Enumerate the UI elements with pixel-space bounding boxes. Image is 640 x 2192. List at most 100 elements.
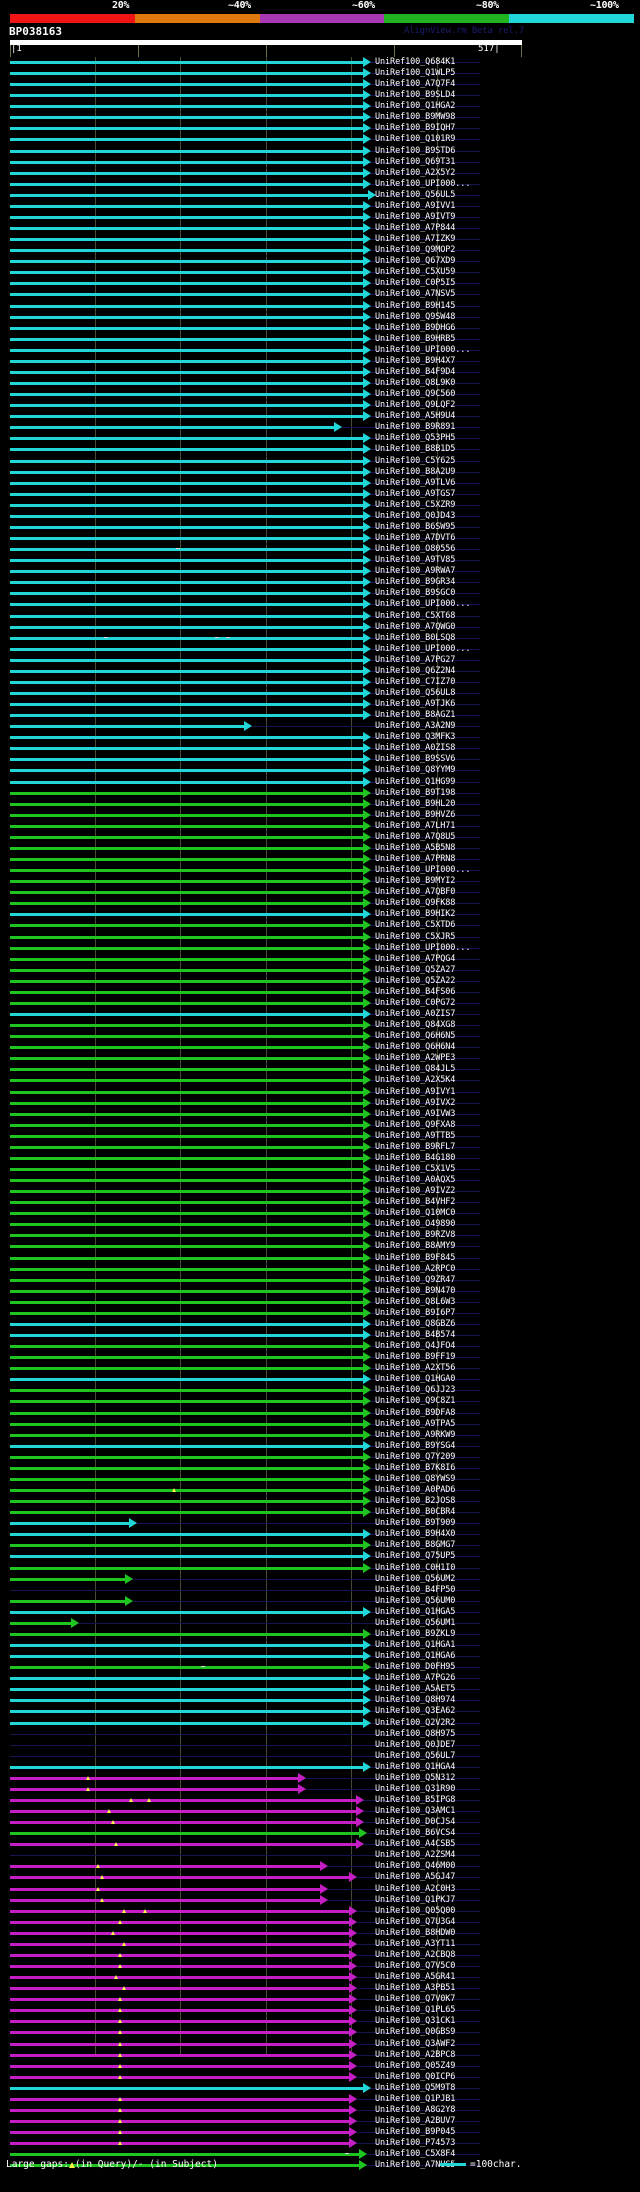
- table-row[interactable]: UniRef100_Q7U3G4: [0, 1916, 640, 1928]
- table-row[interactable]: UniRef100_B2JOS8: [0, 1496, 640, 1507]
- hit-label[interactable]: UniRef100_A2C0H3: [375, 1883, 456, 1894]
- alignment-bar[interactable]: [10, 1433, 364, 1437]
- alignment-bar[interactable]: [10, 1787, 300, 1791]
- alignment-bar[interactable]: [10, 382, 364, 386]
- table-row[interactable]: UniRef100_B9YSG4: [0, 1440, 640, 1452]
- hit-label[interactable]: UniRef100_A7Q8U5: [375, 831, 456, 842]
- alignment-bar[interactable]: [10, 1300, 364, 1304]
- hit-label[interactable]: UniRef100_A9TPA5: [375, 1418, 456, 1429]
- hit-label[interactable]: UniRef100_Q6H6N4: [375, 1042, 456, 1053]
- table-row[interactable]: UniRef100_B9IQH7: [0, 123, 640, 134]
- hit-label[interactable]: UniRef100_B9H145: [375, 300, 456, 311]
- alignment-bar[interactable]: [10, 1998, 350, 2002]
- hit-label[interactable]: UniRef100_Q9MOP2: [375, 245, 456, 256]
- table-row[interactable]: UniRef100_B8AMY9: [0, 1241, 640, 1252]
- table-row[interactable]: UniRef100_C5XJR5: [0, 931, 640, 943]
- alignment-bar[interactable]: [10, 1765, 364, 1769]
- table-row[interactable]: UniRef100_B4FS06: [0, 986, 640, 998]
- alignment-bar[interactable]: [10, 1876, 350, 1880]
- alignment-bar[interactable]: [10, 193, 370, 197]
- hit-label[interactable]: UniRef100_A5AET5: [375, 1684, 456, 1695]
- table-row[interactable]: UniRef100_UPI000...: [0, 599, 640, 610]
- table-row[interactable]: UniRef100_Q1HGA4: [0, 1761, 640, 1773]
- alignment-bar[interactable]: [10, 149, 364, 153]
- alignment-bar[interactable]: [10, 1444, 364, 1448]
- hit-label[interactable]: UniRef100_B9T909: [375, 1518, 456, 1529]
- alignment-bar[interactable]: [10, 891, 364, 895]
- table-row[interactable]: UniRef100_Q46M00: [0, 1861, 640, 1872]
- alignment-bar[interactable]: [10, 1976, 350, 1980]
- hit-label[interactable]: UniRef100_Q67XD9: [375, 256, 456, 267]
- alignment-bar[interactable]: [10, 824, 364, 828]
- hit-label[interactable]: UniRef100_Q1HGA6: [375, 1651, 456, 1662]
- hit-label[interactable]: UniRef100_Q1HGA0: [375, 1374, 456, 1385]
- table-row[interactable]: UniRef100_UPI000...: [0, 178, 640, 190]
- alignment-bar[interactable]: [10, 2164, 361, 2168]
- table-row[interactable]: UniRef100_Q9LQF2: [0, 400, 640, 411]
- hit-label[interactable]: UniRef100_B5IPG8: [375, 1794, 456, 1805]
- hit-label[interactable]: UniRef100_UPI000...: [375, 178, 471, 189]
- table-row[interactable]: UniRef100_Q9FK88: [0, 898, 640, 909]
- table-row[interactable]: UniRef100_Q6H6N5: [0, 1031, 640, 1042]
- alignment-bar[interactable]: [10, 559, 364, 563]
- table-row[interactable]: UniRef100_Q8L9K0: [0, 378, 640, 389]
- hit-label[interactable]: UniRef100_Q5ZA27: [375, 964, 456, 975]
- table-row[interactable]: UniRef100_C5Y625: [0, 455, 640, 467]
- alignment-bar[interactable]: [10, 326, 364, 330]
- hit-label[interactable]: UniRef100_A7QBF0: [375, 887, 456, 898]
- hit-label[interactable]: UniRef100_B6SW95: [375, 521, 456, 532]
- table-row[interactable]: UniRef100_B9FF19: [0, 1352, 640, 1363]
- table-row[interactable]: UniRef100_Q1PL65: [0, 2005, 640, 2016]
- table-row[interactable]: UniRef100_A9TLV6: [0, 477, 640, 489]
- table-row[interactable]: UniRef100_Q31R90: [0, 1783, 640, 1795]
- alignment-bar[interactable]: [10, 370, 364, 374]
- hit-label[interactable]: UniRef100_Q3EA62: [375, 1706, 456, 1717]
- hit-label[interactable]: UniRef100_Q9ZR47: [375, 1274, 456, 1285]
- table-row[interactable]: UniRef100_A7QWG0: [0, 621, 640, 633]
- table-row[interactable]: UniRef100_B8B1D5: [0, 444, 640, 455]
- table-row[interactable]: UniRef100_C0H1I0: [0, 1562, 640, 1574]
- hit-label[interactable]: UniRef100_B4G180: [375, 1152, 456, 1163]
- table-row[interactable]: UniRef100_A9IVV1: [0, 200, 640, 212]
- hit-label[interactable]: UniRef100_Q3MFK3: [375, 732, 456, 743]
- table-row[interactable]: UniRef100_A9TJK6: [0, 699, 640, 710]
- alignment-bar[interactable]: [10, 935, 364, 939]
- table-row[interactable]: UniRef100_Q6H6N4: [0, 1042, 640, 1053]
- hit-label[interactable]: UniRef100_Q56UL8: [375, 687, 456, 698]
- hit-label[interactable]: UniRef100_Q56UL5: [375, 189, 456, 200]
- alignment-bar[interactable]: [10, 1190, 364, 1194]
- table-row[interactable]: UniRef100_A0AQX5: [0, 1175, 640, 1186]
- table-row[interactable]: UniRef100_Q05Q00: [0, 1905, 640, 1917]
- hit-label[interactable]: UniRef100_B7K8I6: [375, 1462, 456, 1473]
- table-row[interactable]: UniRef100_B9T198: [0, 787, 640, 799]
- table-row[interactable]: UniRef100_Q05Z49: [0, 2060, 640, 2072]
- alignment-bar[interactable]: [10, 1965, 350, 1969]
- table-row[interactable]: UniRef100_O80556: [0, 544, 640, 555]
- hit-label[interactable]: UniRef100_C5XU59: [375, 267, 456, 278]
- hit-label[interactable]: UniRef100_O49890: [375, 1219, 456, 1230]
- alignment-bar[interactable]: [10, 581, 364, 585]
- hit-label[interactable]: UniRef100_B4B574: [375, 1330, 456, 1341]
- table-row[interactable]: UniRef100_B9HIK2: [0, 909, 640, 920]
- alignment-bar[interactable]: [10, 1201, 364, 1205]
- table-row[interactable]: UniRef100_A2ZSM4: [0, 1850, 640, 1861]
- table-row[interactable]: UniRef100_Q2V2R2: [0, 1717, 640, 1729]
- alignment-bar[interactable]: [10, 415, 364, 419]
- table-row[interactable]: UniRef100_B9SSV6: [0, 754, 640, 765]
- table-row[interactable]: UniRef100_C5XTD6: [0, 920, 640, 931]
- alignment-bar[interactable]: [10, 1079, 364, 1083]
- alignment-bar[interactable]: [10, 459, 364, 463]
- alignment-bar[interactable]: [10, 968, 364, 972]
- table-row[interactable]: UniRef100_B9F845: [0, 1252, 640, 1264]
- alignment-bar[interactable]: [10, 658, 364, 662]
- hit-label[interactable]: UniRef100_B0LSQ8: [375, 632, 456, 643]
- table-row[interactable]: UniRef100_C5XZR9: [0, 499, 640, 511]
- hit-label[interactable]: UniRef100_Q5M9T8: [375, 2082, 456, 2093]
- table-row[interactable]: UniRef100_B9T909: [0, 1518, 640, 1529]
- alignment-bar[interactable]: [10, 614, 364, 618]
- hit-label[interactable]: UniRef100_B8AMY9: [375, 1241, 456, 1252]
- table-row[interactable]: UniRef100_Q8L6W3: [0, 1296, 640, 1308]
- hit-label[interactable]: UniRef100_B9STD6: [375, 145, 456, 156]
- table-row[interactable]: UniRef100_B9DFA8: [0, 1407, 640, 1419]
- alignment-bar[interactable]: [10, 1898, 321, 1902]
